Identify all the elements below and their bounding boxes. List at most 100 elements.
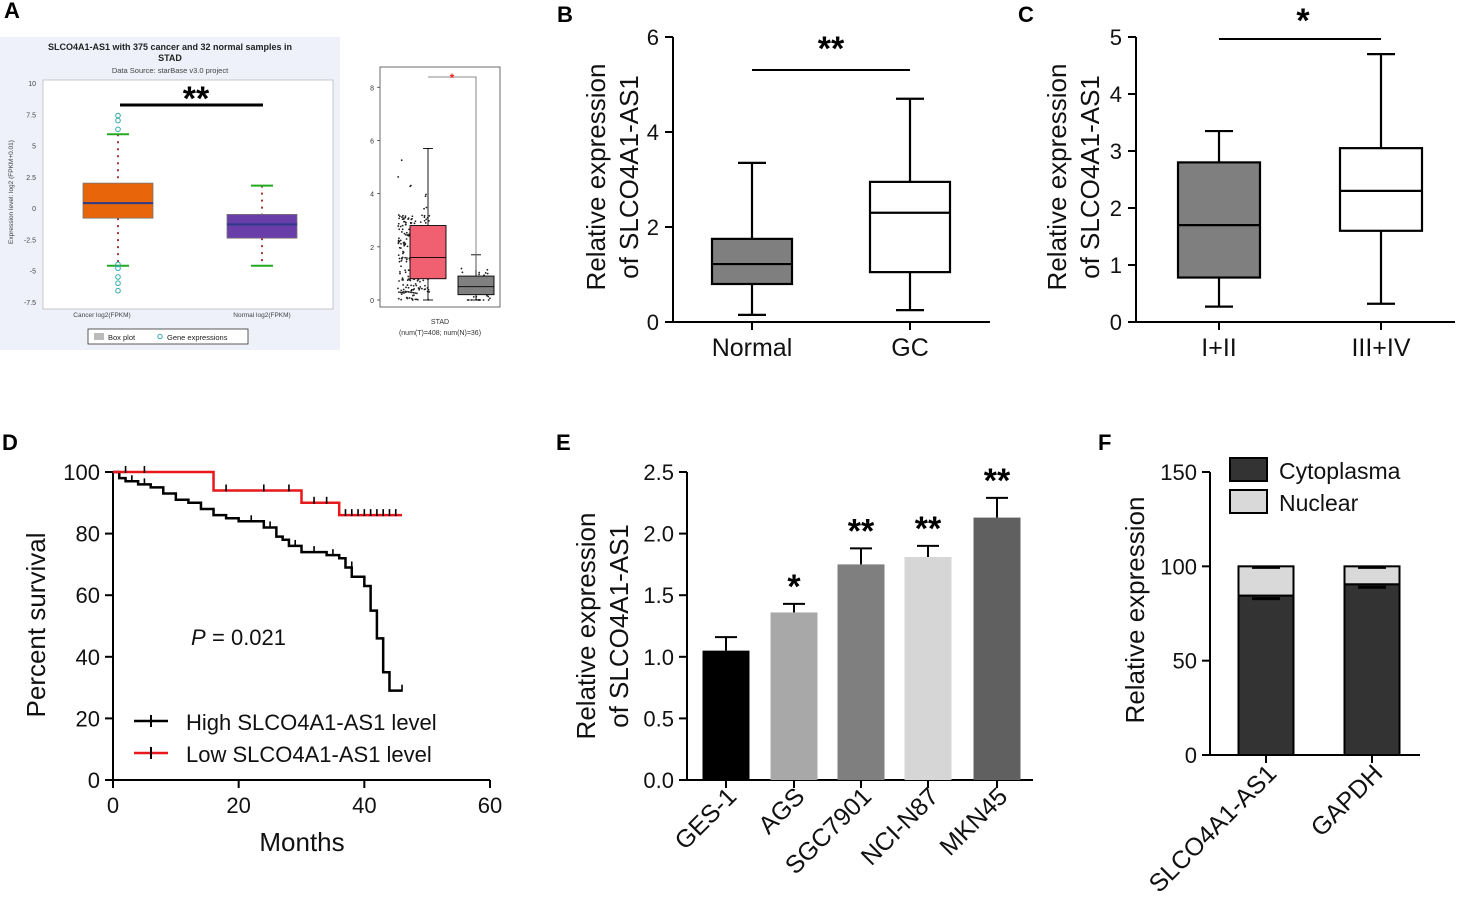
gepia-ytick-label: 8 — [370, 85, 374, 92]
panel-label-e: E — [556, 430, 571, 455]
gepia-sig-bracket — [428, 76, 477, 270]
gepia-point-tumor — [413, 288, 416, 290]
gepia-point-tumor — [402, 217, 405, 220]
gepia-boxes — [409, 147, 495, 301]
e-bar-ags — [770, 612, 818, 780]
c-sig: * — [1296, 2, 1310, 40]
gepia-point-tumor — [414, 298, 417, 301]
gepia-point-tumor — [428, 219, 430, 222]
c-boxes — [1176, 52, 1424, 308]
gepia-point-tumor — [402, 250, 404, 253]
e-sig: ** — [984, 462, 1011, 500]
e-xtick-label: GES-1 — [669, 782, 742, 855]
gepia-point-tumor — [404, 256, 407, 259]
gepia-point-tumor — [398, 240, 401, 243]
panel-a-starbase: SLCO4A1-AS1 with 375 cancer and 32 norma… — [0, 37, 340, 350]
gepia-point-normal — [486, 272, 489, 275]
gepia-point-normal — [461, 271, 464, 274]
gepia-point-tumor — [401, 256, 404, 259]
gepia-point-tumor — [400, 159, 403, 162]
gepia-point-tumor — [402, 288, 405, 291]
gepia-point-tumor — [413, 222, 416, 225]
gepia-point-tumor — [398, 237, 400, 240]
gepia-xlabel-1: STAD — [431, 319, 449, 326]
e-xtick-label: AGS — [753, 782, 810, 839]
gepia-point-tumor — [404, 242, 407, 245]
starbase-sig: ** — [183, 80, 210, 118]
f-ytick-label: 0 — [1185, 743, 1197, 768]
gepia-ytick-label: 6 — [370, 138, 374, 145]
gepia-point-tumor — [419, 285, 422, 288]
starbase-ytick-label: -2.5 — [24, 237, 36, 244]
gepia-point-tumor — [408, 297, 411, 299]
gepia-point-tumor — [404, 290, 407, 293]
gepia-point-tumor — [399, 270, 401, 273]
gepia-point-tumor — [423, 219, 426, 222]
gepia-point-tumor — [412, 291, 415, 294]
gepia-point-tumor — [410, 297, 413, 300]
gepia-point-tumor — [419, 221, 422, 223]
gepia-point-tumor — [407, 234, 410, 237]
d-ytick-label: 0 — [88, 768, 100, 793]
gepia-point-tumor — [407, 218, 410, 221]
d-ytick-label: 80 — [76, 522, 100, 547]
c-ylabel-2: of SLCO4A1-AS1 — [1075, 75, 1105, 279]
starbase-source: Data Source: starBase v3.0 project — [112, 66, 229, 75]
gepia-point-tumor — [405, 258, 408, 261]
d-xtick-label: 40 — [352, 793, 376, 818]
gepia-point-tumor — [412, 294, 415, 297]
starbase-title-2: STAD — [158, 53, 182, 63]
gepia-point-tumor — [405, 286, 407, 289]
gepia-point-tumor — [410, 284, 413, 287]
f-legend-cyto: Cytoplasma — [1279, 458, 1401, 484]
d-legend-low: Low SLCO4A1-AS1 level — [186, 742, 432, 767]
f-bar-gapdh-nuclear — [1343, 565, 1401, 586]
e-bar-sgc7901 — [837, 564, 885, 780]
legend-gene-expressions: Gene expressions — [167, 333, 228, 342]
gepia-point-tumor — [404, 216, 407, 219]
d-p-label: P — [191, 625, 206, 650]
e-ytick-label: 0.0 — [643, 768, 674, 793]
starbase-outlier — [115, 126, 121, 133]
d-ylabel: Percent survival — [21, 533, 51, 718]
gepia-point-tumor — [399, 272, 401, 275]
c-ytick-label: 5 — [1110, 25, 1122, 50]
starbase-box — [82, 182, 154, 219]
panel-a-gepia: 0 2 4 6 8 * STAD (num(T)=408; num(N)=36) — [370, 66, 501, 337]
d-p-value: = 0.021 — [212, 625, 286, 650]
starbase-ylabel: Expression level: log2 (FPKM+0.01) — [8, 140, 15, 244]
e-ytick-label: 1.5 — [643, 583, 674, 608]
gepia-point-tumor — [408, 228, 410, 231]
gepia-point-tumor — [407, 278, 410, 281]
b-ytick-label: 2 — [647, 215, 659, 240]
gepia-point-tumor — [410, 222, 412, 225]
starbase-legend: Box plot Gene expressions — [87, 328, 249, 345]
d-xtick-label: 20 — [226, 793, 250, 818]
gepia-point-tumor — [403, 241, 406, 244]
d-curve-low — [113, 470, 403, 517]
gepia-point-tumor — [416, 298, 419, 301]
gepia-point-tumor — [398, 257, 401, 260]
c-box-1-box — [1338, 147, 1424, 232]
c-ytick-label: 1 — [1110, 253, 1122, 278]
panel-label-a: A — [4, 0, 20, 23]
gepia-point-tumor — [428, 290, 431, 293]
d-xlabel: Months — [259, 827, 344, 857]
c-ytick-label: 0 — [1110, 310, 1122, 335]
gepia-point-tumor — [405, 223, 407, 226]
gepia-point-tumor — [401, 216, 403, 218]
gepia-point-tumor — [399, 239, 402, 242]
gepia-point-tumor — [425, 206, 428, 209]
starbase-outlier — [115, 117, 121, 124]
b-gc-box — [868, 180, 952, 274]
gepia-point-tumor — [419, 280, 421, 283]
e-xtick-label: MKN45 — [934, 782, 1013, 861]
gepia-point-tumor — [414, 283, 417, 285]
gepia-point-tumor — [397, 214, 400, 216]
gepia-point-normal — [486, 268, 489, 271]
c-xtick-label: III+IV — [1351, 334, 1410, 362]
gepia-point-tumor — [415, 284, 418, 287]
starbase-ytick-label: 0 — [32, 206, 36, 213]
gepia-point-tumor — [406, 257, 408, 259]
gepia-ytick-label: 0 — [370, 298, 374, 305]
